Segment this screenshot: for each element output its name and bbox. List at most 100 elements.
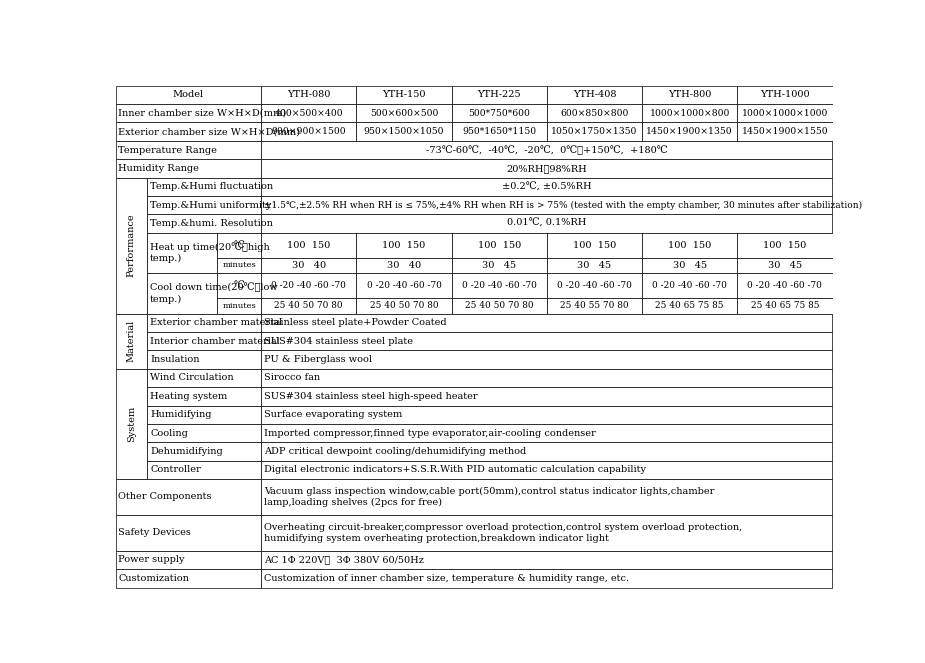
Text: Customization of inner chamber size, temperature & humidity range, etc.: Customization of inner chamber size, tem… [264, 573, 629, 583]
Text: 1450×1900×1550: 1450×1900×1550 [742, 127, 828, 136]
Bar [451, 86, 547, 104]
Text: Temp.&Humi uniformity: Temp.&Humi uniformity [150, 201, 271, 210]
Text: ℃: ℃ [234, 281, 245, 290]
Bar [547, 257, 642, 273]
Text: 0 -20 -40 -60 -70: 0 -20 -40 -60 -70 [652, 281, 727, 290]
Text: Wind Circulation: Wind Circulation [150, 373, 234, 383]
Bar [261, 257, 356, 273]
Text: SUS#304 stainless steel high-speed heater: SUS#304 stainless steel high-speed heate… [264, 392, 477, 401]
Bar [642, 273, 737, 298]
Bar [147, 350, 261, 369]
Bar [116, 569, 261, 587]
Text: Performance: Performance [127, 213, 136, 277]
Text: Heating system: Heating system [150, 392, 228, 401]
Bar [217, 273, 261, 298]
Bar [147, 233, 217, 273]
Bar [451, 104, 547, 123]
Bar [356, 233, 451, 257]
Text: Temp.&Humi fluctuation: Temp.&Humi fluctuation [150, 182, 273, 192]
Text: 25 40 55 70 80: 25 40 55 70 80 [561, 301, 629, 310]
Text: PU & Fiberglass wool: PU & Fiberglass wool [264, 355, 372, 364]
Text: Cooling: Cooling [150, 428, 188, 438]
Bar [147, 332, 261, 350]
Bar [356, 123, 451, 141]
Bar [147, 424, 261, 442]
Text: 100  150: 100 150 [287, 241, 330, 250]
Text: 25 40 65 75 85: 25 40 65 75 85 [656, 301, 724, 310]
Text: Humidifying: Humidifying [150, 410, 212, 419]
Bar [356, 86, 451, 104]
Text: Overheating circuit-breaker,compressor overload protection,control system overlo: Overheating circuit-breaker,compressor o… [264, 523, 742, 543]
Text: Safety Devices: Safety Devices [118, 528, 191, 537]
Bar [547, 86, 642, 104]
Bar [261, 461, 832, 479]
Bar [116, 86, 261, 104]
Bar [737, 257, 832, 273]
Text: minutes: minutes [222, 261, 256, 269]
Bar [737, 123, 832, 141]
Bar [737, 298, 832, 314]
Bar [116, 123, 261, 141]
Text: Exterior chamber size W×H×D(mm): Exterior chamber size W×H×D(mm) [118, 127, 301, 136]
Text: 30   45: 30 45 [768, 261, 802, 270]
Bar [356, 257, 451, 273]
Bar [261, 214, 832, 233]
Text: Cool down time(20℃～low
temp.): Cool down time(20℃～low temp.) [150, 283, 278, 304]
Bar [261, 369, 832, 387]
Text: YTH-408: YTH-408 [573, 90, 616, 99]
Text: 100  150: 100 150 [573, 241, 616, 250]
Bar [147, 369, 261, 387]
Text: ℃: ℃ [234, 241, 245, 250]
Text: 900×900×1500: 900×900×1500 [271, 127, 346, 136]
Bar [147, 461, 261, 479]
Bar [116, 104, 261, 123]
Bar [147, 273, 217, 314]
Bar [147, 387, 261, 406]
Text: Stainless steel plate+Powder Coated: Stainless steel plate+Powder Coated [264, 318, 447, 328]
Bar [261, 332, 832, 350]
Bar [261, 551, 832, 569]
Text: 30   40: 30 40 [291, 261, 326, 270]
Bar [642, 123, 737, 141]
Text: Heat up time(20℃～high
temp.): Heat up time(20℃～high temp.) [150, 243, 270, 263]
Text: SUS#304 stainless steel plate: SUS#304 stainless steel plate [264, 337, 413, 345]
Text: Insulation: Insulation [150, 355, 200, 364]
Bar [642, 86, 737, 104]
Text: 950*1650*1150: 950*1650*1150 [462, 127, 536, 136]
Text: Other Components: Other Components [118, 493, 212, 501]
Text: ±0.2℃, ±0.5%RH: ±0.2℃, ±0.5%RH [502, 182, 592, 192]
Bar [261, 196, 832, 214]
Bar [261, 233, 356, 257]
Bar [547, 123, 642, 141]
Bar [261, 515, 832, 551]
Bar [147, 406, 261, 424]
Bar [261, 350, 832, 369]
Text: 25 40 65 75 85: 25 40 65 75 85 [751, 301, 820, 310]
Text: 0 -20 -40 -60 -70: 0 -20 -40 -60 -70 [462, 281, 536, 290]
Text: Material: Material [127, 320, 136, 362]
Text: 25 40 50 70 80: 25 40 50 70 80 [275, 301, 343, 310]
Bar [261, 159, 832, 178]
Bar [116, 159, 261, 178]
Text: 100  150: 100 150 [477, 241, 521, 250]
Bar [116, 479, 261, 515]
Bar [642, 257, 737, 273]
Text: Controller: Controller [150, 465, 201, 474]
Bar [147, 178, 261, 196]
Bar [116, 178, 147, 314]
Bar [147, 442, 261, 461]
Bar [116, 141, 261, 159]
Bar [261, 479, 832, 515]
Bar [547, 298, 642, 314]
Bar [217, 257, 261, 273]
Text: 100  150: 100 150 [382, 241, 426, 250]
Text: YTH-150: YTH-150 [382, 90, 426, 99]
Text: 20%RH～98%RH: 20%RH～98%RH [507, 164, 587, 173]
Text: Temperature Range: Temperature Range [118, 145, 217, 154]
Text: 1000×1000×1000: 1000×1000×1000 [742, 109, 828, 118]
Text: Inner chamber size W×H×D(mm): Inner chamber size W×H×D(mm) [118, 109, 287, 118]
Bar [116, 515, 261, 551]
Bar [116, 314, 147, 369]
Bar [356, 273, 451, 298]
Bar [261, 123, 356, 141]
